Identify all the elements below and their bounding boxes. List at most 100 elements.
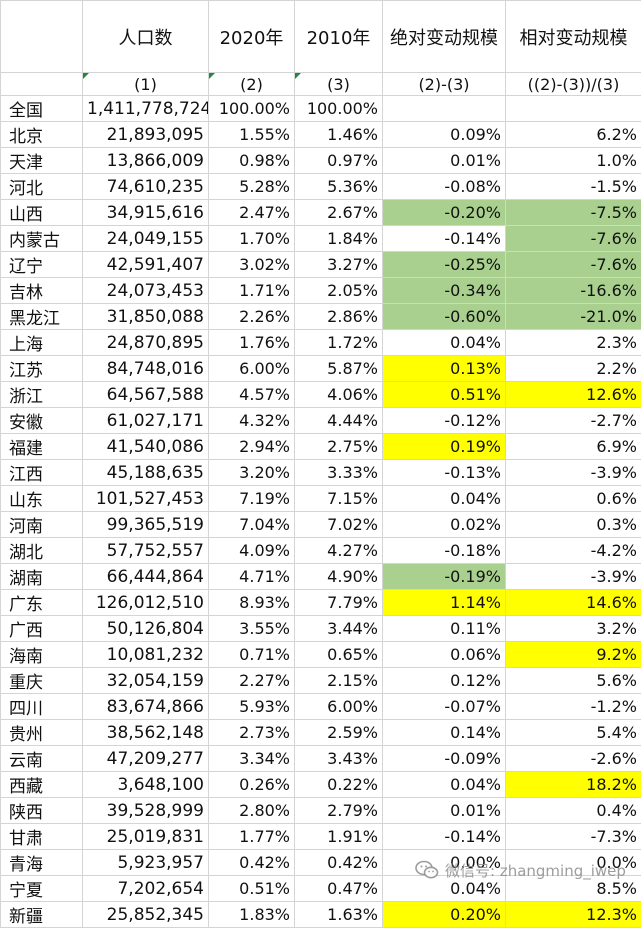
region-cell[interactable]: 山东 (1, 486, 83, 512)
rel-change-cell[interactable]: 5.4% (506, 720, 641, 746)
rel-change-cell[interactable]: 6.9% (506, 434, 641, 460)
share-2010-cell[interactable]: 0.97% (295, 148, 383, 174)
abs-change-cell[interactable]: 0.01% (383, 148, 506, 174)
share-2020-cell[interactable]: 4.09% (209, 538, 295, 564)
population-cell[interactable]: 38,562,148 (83, 720, 209, 746)
population-cell[interactable]: 61,027,171 (83, 408, 209, 434)
region-cell[interactable]: 天津 (1, 148, 83, 174)
share-2010-cell[interactable]: 2.67% (295, 200, 383, 226)
population-cell[interactable]: 10,081,232 (83, 642, 209, 668)
share-2020-cell[interactable]: 2.26% (209, 304, 295, 330)
share-2020-cell[interactable]: 1.71% (209, 278, 295, 304)
population-cell[interactable]: 5,923,957 (83, 850, 209, 876)
header-cell-abs-change[interactable]: 绝对变动规模 (383, 1, 506, 73)
rel-change-cell[interactable]: -7.6% (506, 226, 641, 252)
header-cell-rel-change[interactable]: 相对变动规模 (506, 1, 641, 73)
share-2010-cell[interactable]: 100.00% (295, 96, 383, 122)
rel-change-cell[interactable]: 0.6% (506, 486, 641, 512)
share-2020-cell[interactable]: 0.26% (209, 772, 295, 798)
rel-change-cell[interactable]: 14.6% (506, 590, 641, 616)
abs-change-cell[interactable]: 0.01% (383, 798, 506, 824)
population-cell[interactable]: 50,126,804 (83, 616, 209, 642)
rel-change-cell[interactable]: 2.3% (506, 330, 641, 356)
share-2010-cell[interactable]: 6.00% (295, 694, 383, 720)
share-2020-cell[interactable]: 8.93% (209, 590, 295, 616)
rel-change-cell[interactable]: 18.2% (506, 772, 641, 798)
subheader-cell-2[interactable]: (2) (209, 73, 295, 96)
share-2020-cell[interactable]: 5.28% (209, 174, 295, 200)
population-cell[interactable]: 74,610,235 (83, 174, 209, 200)
share-2020-cell[interactable]: 1.70% (209, 226, 295, 252)
share-2020-cell[interactable]: 1.55% (209, 122, 295, 148)
share-2020-cell[interactable]: 2.80% (209, 798, 295, 824)
share-2010-cell[interactable]: 7.15% (295, 486, 383, 512)
population-cell[interactable]: 47,209,277 (83, 746, 209, 772)
rel-change-cell[interactable]: 8.5% (506, 876, 641, 902)
population-cell[interactable]: 101,527,453 (83, 486, 209, 512)
abs-change-cell[interactable]: 0.04% (383, 486, 506, 512)
abs-change-cell[interactable]: -0.34% (383, 278, 506, 304)
abs-change-cell[interactable]: -0.20% (383, 200, 506, 226)
region-cell[interactable]: 宁夏 (1, 876, 83, 902)
share-2020-cell[interactable]: 100.00% (209, 96, 295, 122)
share-2020-cell[interactable]: 3.34% (209, 746, 295, 772)
share-2020-cell[interactable]: 2.94% (209, 434, 295, 460)
abs-change-cell[interactable]: 0.13% (383, 356, 506, 382)
population-cell[interactable]: 57,752,557 (83, 538, 209, 564)
population-cell[interactable]: 24,870,895 (83, 330, 209, 356)
share-2010-cell[interactable]: 1.72% (295, 330, 383, 356)
rel-change-cell[interactable]: -7.5% (506, 200, 641, 226)
region-cell[interactable]: 甘肃 (1, 824, 83, 850)
share-2010-cell[interactable]: 4.06% (295, 382, 383, 408)
rel-change-cell[interactable]: 0.4% (506, 798, 641, 824)
population-cell[interactable]: 25,019,831 (83, 824, 209, 850)
abs-change-cell[interactable]: 0.12% (383, 668, 506, 694)
abs-change-cell[interactable]: -0.14% (383, 226, 506, 252)
share-2010-cell[interactable]: 2.05% (295, 278, 383, 304)
rel-change-cell[interactable]: -16.6% (506, 278, 641, 304)
share-2010-cell[interactable]: 2.75% (295, 434, 383, 460)
region-cell[interactable]: 福建 (1, 434, 83, 460)
share-2010-cell[interactable]: 2.15% (295, 668, 383, 694)
population-cell[interactable]: 41,540,086 (83, 434, 209, 460)
abs-change-cell[interactable] (383, 96, 506, 122)
rel-change-cell[interactable]: 1.0% (506, 148, 641, 174)
population-cell[interactable]: 13,866,009 (83, 148, 209, 174)
population-cell[interactable]: 32,054,159 (83, 668, 209, 694)
abs-change-cell[interactable]: 0.04% (383, 330, 506, 356)
share-2010-cell[interactable]: 4.44% (295, 408, 383, 434)
rel-change-cell[interactable]: -3.9% (506, 564, 641, 590)
share-2020-cell[interactable]: 4.71% (209, 564, 295, 590)
region-cell[interactable]: 内蒙古 (1, 226, 83, 252)
share-2010-cell[interactable]: 4.90% (295, 564, 383, 590)
share-2020-cell[interactable]: 6.00% (209, 356, 295, 382)
share-2010-cell[interactable]: 3.27% (295, 252, 383, 278)
rel-change-cell[interactable]: -7.6% (506, 252, 641, 278)
region-cell[interactable]: 湖南 (1, 564, 83, 590)
population-cell[interactable]: 39,528,999 (83, 798, 209, 824)
share-2010-cell[interactable]: 5.87% (295, 356, 383, 382)
share-2020-cell[interactable]: 7.19% (209, 486, 295, 512)
region-cell[interactable]: 西藏 (1, 772, 83, 798)
population-cell[interactable]: 45,188,635 (83, 460, 209, 486)
header-cell-region[interactable] (1, 1, 83, 73)
share-2010-cell[interactable]: 1.84% (295, 226, 383, 252)
region-cell[interactable]: 云南 (1, 746, 83, 772)
share-2020-cell[interactable]: 0.51% (209, 876, 295, 902)
region-cell[interactable]: 浙江 (1, 382, 83, 408)
population-cell[interactable]: 25,852,345 (83, 902, 209, 928)
share-2020-cell[interactable]: 3.02% (209, 252, 295, 278)
share-2010-cell[interactable]: 3.33% (295, 460, 383, 486)
region-cell[interactable]: 河北 (1, 174, 83, 200)
subheader-cell-3[interactable]: (3) (295, 73, 383, 96)
region-cell[interactable]: 江西 (1, 460, 83, 486)
region-cell[interactable]: 湖北 (1, 538, 83, 564)
share-2020-cell[interactable]: 4.32% (209, 408, 295, 434)
share-2010-cell[interactable]: 0.22% (295, 772, 383, 798)
rel-change-cell[interactable]: -2.6% (506, 746, 641, 772)
rel-change-cell[interactable]: -2.7% (506, 408, 641, 434)
header-cell-2010[interactable]: 2010年 (295, 1, 383, 73)
rel-change-cell[interactable]: -1.5% (506, 174, 641, 200)
abs-change-cell[interactable]: 0.11% (383, 616, 506, 642)
abs-change-cell[interactable]: 0.09% (383, 122, 506, 148)
